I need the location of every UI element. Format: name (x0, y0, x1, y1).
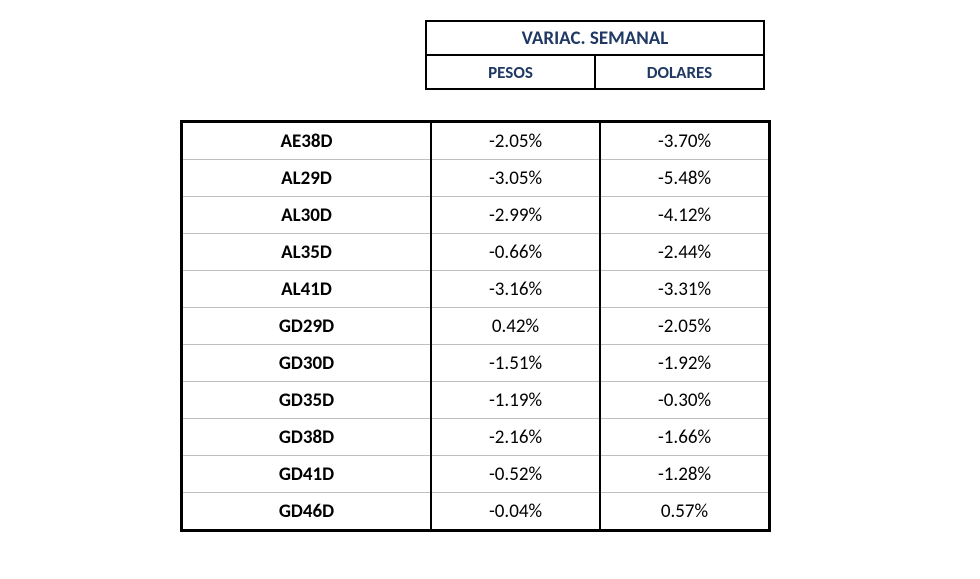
cell-dolares: -3.31% (600, 271, 770, 308)
table-row: AL41D -3.16% -3.31% (182, 271, 770, 308)
cell-pesos: -0.66% (431, 234, 600, 271)
cell-pesos: -3.05% (431, 160, 600, 197)
header-col-pesos: PESOS (426, 55, 595, 89)
cell-pesos: -3.16% (431, 271, 600, 308)
table-row: AE38D -2.05% -3.70% (182, 122, 770, 160)
cell-pesos: -2.05% (431, 122, 600, 160)
table-row: AL29D -3.05% -5.48% (182, 160, 770, 197)
cell-pesos: -1.19% (431, 382, 600, 419)
cell-ticker: AL41D (182, 271, 432, 308)
table-row: GD38D -2.16% -1.66% (182, 419, 770, 456)
cell-dolares: -0.30% (600, 382, 770, 419)
table-row: GD30D -1.51% -1.92% (182, 345, 770, 382)
header-title: VARIAC. SEMANAL (426, 21, 764, 55)
cell-dolares: -1.92% (600, 345, 770, 382)
cell-ticker: GD35D (182, 382, 432, 419)
cell-dolares: 0.57% (600, 493, 770, 531)
cell-dolares: -5.48% (600, 160, 770, 197)
cell-dolares: -1.28% (600, 456, 770, 493)
cell-pesos: -0.52% (431, 456, 600, 493)
cell-pesos: 0.42% (431, 308, 600, 345)
cell-pesos: -1.51% (431, 345, 600, 382)
cell-dolares: -2.05% (600, 308, 770, 345)
header-col-dolares: DOLARES (595, 55, 764, 89)
cell-ticker: AE38D (182, 122, 432, 160)
cell-dolares: -4.12% (600, 197, 770, 234)
cell-ticker: AL35D (182, 234, 432, 271)
cell-ticker: AL30D (182, 197, 432, 234)
data-table: AE38D -2.05% -3.70% AL29D -3.05% -5.48% … (180, 120, 771, 532)
cell-pesos: -2.99% (431, 197, 600, 234)
cell-dolares: -2.44% (600, 234, 770, 271)
cell-dolares: -1.66% (600, 419, 770, 456)
cell-ticker: GD29D (182, 308, 432, 345)
table-row: GD46D -0.04% 0.57% (182, 493, 770, 531)
table-row: GD41D -0.52% -1.28% (182, 456, 770, 493)
table-row: GD35D -1.19% -0.30% (182, 382, 770, 419)
cell-pesos: -2.16% (431, 419, 600, 456)
cell-dolares: -3.70% (600, 122, 770, 160)
table-row: AL35D -0.66% -2.44% (182, 234, 770, 271)
cell-ticker: GD41D (182, 456, 432, 493)
cell-ticker: AL29D (182, 160, 432, 197)
cell-ticker: GD30D (182, 345, 432, 382)
cell-ticker: GD38D (182, 419, 432, 456)
cell-ticker: GD46D (182, 493, 432, 531)
header-table: VARIAC. SEMANAL PESOS DOLARES (425, 20, 765, 90)
data-table-body: AE38D -2.05% -3.70% AL29D -3.05% -5.48% … (182, 122, 770, 531)
table-row: AL30D -2.99% -4.12% (182, 197, 770, 234)
cell-pesos: -0.04% (431, 493, 600, 531)
table-container: VARIAC. SEMANAL PESOS DOLARES AE38D -2.0… (180, 20, 771, 532)
table-row: GD29D 0.42% -2.05% (182, 308, 770, 345)
